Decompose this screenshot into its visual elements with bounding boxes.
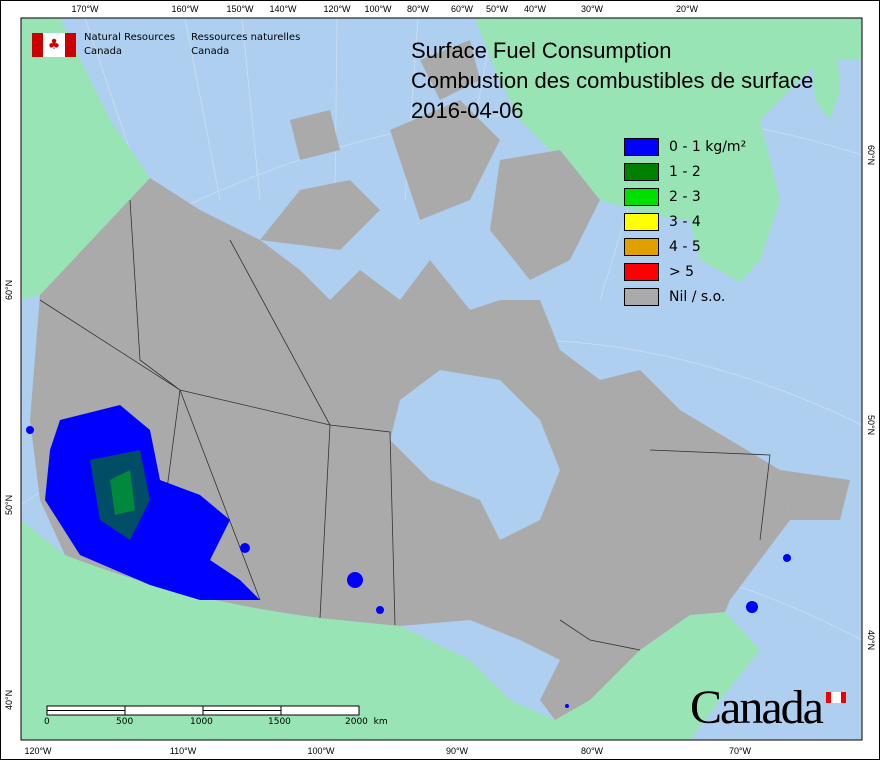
tick-label: 140°W [269, 4, 297, 14]
agency-fr: Ressources naturelles [191, 32, 301, 43]
agency-en-2: Canada [84, 46, 123, 57]
tick-label: 110°W [170, 746, 197, 756]
fuel-data [26, 405, 791, 708]
alaska-land [21, 18, 150, 300]
tick-label: 100°W [307, 746, 335, 756]
tick-label: 90°W [446, 746, 469, 756]
scale-label: 0 [44, 717, 50, 727]
hudson-bay [390, 370, 560, 540]
tick-label: 170°W [71, 4, 99, 14]
tick-label: 40°N [4, 690, 14, 710]
tick-label: 120°W [323, 4, 351, 14]
tick-label: 60°W [451, 4, 474, 14]
agency-fr-2: Canada [191, 46, 230, 57]
scalebar [46, 705, 360, 716]
tick-label: 50°N [866, 415, 876, 435]
greenland-land [475, 18, 862, 282]
tick-label: 40°W [524, 4, 547, 14]
wordmark-flag-icon [826, 692, 846, 703]
tick-label: 70°W [729, 746, 752, 756]
tick-label: 80°W [581, 746, 604, 756]
legend: 0 - 1 kg/m² 1 - 2 2 - 3 3 - 4 4 - 5 > 5 … [624, 134, 746, 309]
usa-land [21, 520, 760, 740]
nrcan-signature: ♣ Natural Resources Canada Ressources na… [32, 31, 300, 59]
scale-label: 1500 [268, 717, 291, 727]
scale-label: 500 [116, 717, 134, 727]
canada-flag-icon: ♣ [32, 33, 76, 57]
legend-item: 4 - 5 [624, 234, 746, 259]
legend-item: 3 - 4 [624, 209, 746, 234]
legend-item: Nil / s.o. [624, 284, 746, 309]
tick-label: 60°N [866, 145, 876, 165]
map-title: Surface Fuel Consumption [411, 38, 672, 63]
tick-label: 40°N [866, 630, 876, 650]
tick-label: 50°W [486, 4, 509, 14]
tick-label: 150°W [226, 4, 254, 14]
tick-label: 50°N [4, 495, 14, 515]
tick-label: 80°W [407, 4, 430, 14]
canada-wordmark: Canada [690, 681, 824, 734]
legend-item: > 5 [624, 259, 746, 284]
legend-item: 2 - 3 [624, 184, 746, 209]
scale-label: 2000 km [345, 717, 388, 727]
map-date: 2016-04-06 [411, 98, 524, 123]
legend-item: 1 - 2 [624, 159, 746, 184]
boundaries [39, 199, 771, 651]
tick-label: 30°W [581, 4, 604, 14]
arctic-islands [260, 40, 850, 520]
tick-label: 60°N [4, 280, 14, 300]
axis-labels: 170°W 160°W 150°W 140°W 120°W 100°W 80°W… [4, 4, 876, 756]
map-title-fr: Combustion des combustibles de surface [411, 68, 814, 93]
legend-item: 0 - 1 kg/m² [624, 134, 746, 159]
agency-en: Natural Resources [84, 32, 176, 43]
scale-label: 1000 [190, 717, 213, 727]
tick-label: 20°W [676, 4, 699, 14]
tick-label: 120°W [24, 746, 52, 756]
tick-label: 160°W [171, 4, 199, 14]
tick-label: 100°W [364, 4, 392, 14]
